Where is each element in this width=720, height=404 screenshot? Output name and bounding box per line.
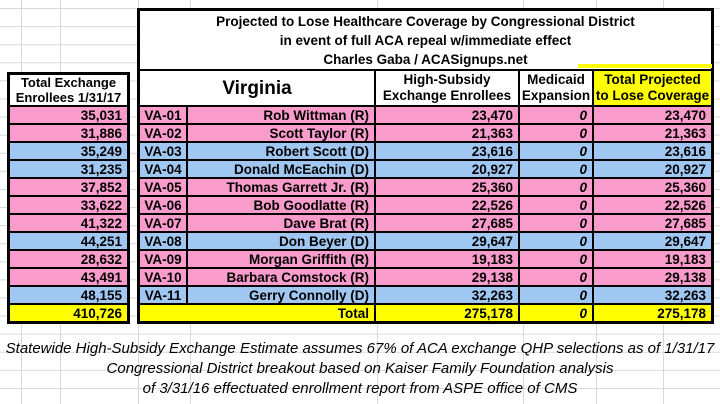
total-projected-cell: 20,927 <box>594 161 711 179</box>
col-header-high-subsidy-line1: High-Subsidy <box>403 72 491 87</box>
col-header-total-projected: Total Projected to Lose Coverage <box>594 71 711 107</box>
representative-cell: Robert Scott (D) <box>188 143 376 161</box>
medicaid-cell: 0 <box>520 107 594 125</box>
medicaid-cell: 0 <box>520 125 594 143</box>
footnote-line-2: Congressional District breakout based on… <box>106 360 614 377</box>
left-col-header: Total Exchange Enrollees 1/31/17 <box>10 75 127 107</box>
district-cell: VA-08 <box>140 233 188 251</box>
left-exchange-cell: 43,491 <box>10 269 127 287</box>
medicaid-cell: 0 <box>520 269 594 287</box>
representative-cell: Thomas Garrett Jr. (R) <box>188 179 376 197</box>
medicaid-cell: 0 <box>520 143 594 161</box>
footnote: Statewide High-Subsidy Exchange Estimate… <box>0 339 720 399</box>
left-exchange-cell: 31,235 <box>10 161 127 179</box>
high-subsidy-cell: 25,360 <box>376 179 520 197</box>
high-subsidy-cell: 29,647 <box>376 233 520 251</box>
district-cell: VA-06 <box>140 197 188 215</box>
total-high-subsidy-cell: 275,178 <box>376 305 520 321</box>
total-projected-cell: 23,616 <box>594 143 711 161</box>
total-projected-cell: 29,647 <box>594 233 711 251</box>
medicaid-cell: 0 <box>520 251 594 269</box>
district-cell: VA-09 <box>140 251 188 269</box>
representative-cell: Rob Wittman (R) <box>188 107 376 125</box>
left-exchange-cell: 28,632 <box>10 251 127 269</box>
total-label-cell: Total <box>140 305 376 321</box>
high-subsidy-cell: 22,526 <box>376 197 520 215</box>
col-header-high-subsidy-line2: Exchange Enrollees <box>382 88 512 103</box>
col-header-medicaid-line2: Expansion <box>521 88 591 103</box>
col-header-medicaid-line1: Medicaid <box>527 72 585 87</box>
high-subsidy-cell: 32,263 <box>376 287 520 305</box>
total-projected-cell: 19,183 <box>594 251 711 269</box>
title-line-3: Charles Gaba / ACASignups.net <box>323 51 528 67</box>
total-projected-cell: 29,138 <box>594 269 711 287</box>
high-subsidy-cell: 23,470 <box>376 107 520 125</box>
representative-cell: Gerry Connolly (D) <box>188 287 376 305</box>
total-medicaid-cell: 0 <box>520 305 594 321</box>
left-exchange-cell: 44,251 <box>10 233 127 251</box>
main-table: Projected to Lose Healthcare Coverage by… <box>137 8 714 324</box>
col-header-medicaid: Medicaid Expansion <box>520 71 594 107</box>
district-cell: VA-02 <box>140 125 188 143</box>
district-cell: VA-01 <box>140 107 188 125</box>
district-cell: VA-04 <box>140 161 188 179</box>
left-col-header-line2: Enrollees 1/31/17 <box>15 90 122 105</box>
high-subsidy-cell: 23,616 <box>376 143 520 161</box>
representative-cell: Bob Goodlatte (R) <box>188 197 376 215</box>
representative-cell: Barbara Comstock (R) <box>188 269 376 287</box>
col-header-total-line2: to Lose Coverage <box>595 88 710 103</box>
representative-cell: Donald McEachin (D) <box>188 161 376 179</box>
total-projected-cell: 27,685 <box>594 215 711 233</box>
representative-cell: Don Beyer (D) <box>188 233 376 251</box>
col-header-total-line1: Total Projected <box>604 72 701 87</box>
representative-cell: Scott Taylor (R) <box>188 125 376 143</box>
representative-cell: Dave Brat (R) <box>188 215 376 233</box>
medicaid-cell: 0 <box>520 179 594 197</box>
state-header: Virginia <box>140 71 376 107</box>
high-subsidy-cell: 19,183 <box>376 251 520 269</box>
medicaid-cell: 0 <box>520 233 594 251</box>
total-projected-total-cell: 275,178 <box>594 305 711 321</box>
title-box-yellow-sliver <box>578 64 712 68</box>
total-projected-cell: 25,360 <box>594 179 711 197</box>
table-title: Projected to Lose Healthcare Coverage by… <box>140 11 711 71</box>
high-subsidy-cell: 27,685 <box>376 215 520 233</box>
district-cell: VA-05 <box>140 179 188 197</box>
left-exchange-cell: 31,886 <box>10 125 127 143</box>
medicaid-cell: 0 <box>520 287 594 305</box>
district-cell: VA-07 <box>140 215 188 233</box>
high-subsidy-cell: 20,927 <box>376 161 520 179</box>
left-exchange-cell: 48,155 <box>10 287 127 305</box>
footnote-line-1: Statewide High-Subsidy Exchange Estimate… <box>5 340 715 357</box>
left-col-header-line1: Total Exchange <box>20 75 117 90</box>
district-cell: VA-11 <box>140 287 188 305</box>
left-exchange-cell: 33,622 <box>10 197 127 215</box>
district-cell: VA-10 <box>140 269 188 287</box>
col-header-high-subsidy: High-Subsidy Exchange Enrollees <box>376 71 520 107</box>
left-exchange-cell: 35,249 <box>10 143 127 161</box>
medicaid-cell: 0 <box>520 215 594 233</box>
left-exchange-cell: 41,322 <box>10 215 127 233</box>
left-exchange-cell: 35,031 <box>10 107 127 125</box>
total-projected-cell: 22,526 <box>594 197 711 215</box>
left-table: Total Exchange Enrollees 1/31/17 35,031 3… <box>7 72 130 324</box>
district-cell: VA-03 <box>140 143 188 161</box>
total-projected-cell: 32,263 <box>594 287 711 305</box>
representative-cell: Morgan Griffith (R) <box>188 251 376 269</box>
high-subsidy-cell: 21,363 <box>376 125 520 143</box>
footnote-line-3: of 3/31/16 effectuated enrollment report… <box>142 380 578 397</box>
medicaid-cell: 0 <box>520 197 594 215</box>
title-line-2: in event of full ACA repeal w/immediate … <box>279 32 572 48</box>
left-exchange-cell: 37,852 <box>10 179 127 197</box>
title-line-1: Projected to Lose Healthcare Coverage by… <box>216 13 635 29</box>
total-projected-cell: 21,363 <box>594 125 711 143</box>
high-subsidy-cell: 29,138 <box>376 269 520 287</box>
medicaid-cell: 0 <box>520 161 594 179</box>
total-projected-cell: 23,470 <box>594 107 711 125</box>
left-total-cell: 410,726 <box>10 305 127 321</box>
